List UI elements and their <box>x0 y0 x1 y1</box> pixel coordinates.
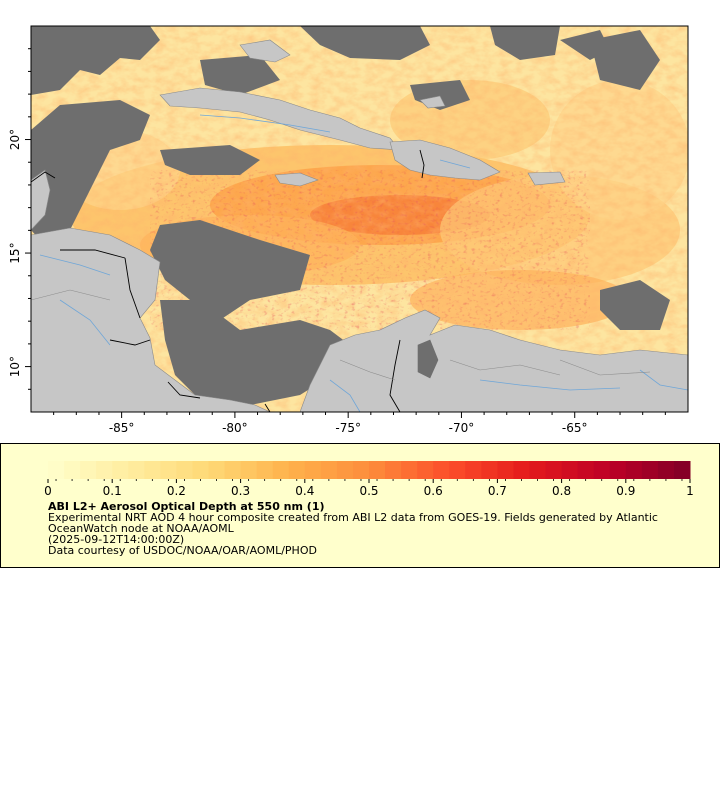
x-tick-label: -85° <box>109 421 135 435</box>
colorbar-cell <box>417 461 434 479</box>
colorbar-cell <box>64 461 81 479</box>
legend-text: ABI L2+ Aerosol Optical Depth at 550 nm … <box>48 501 708 556</box>
colorbar-cell <box>160 461 177 479</box>
colorbar-cell <box>240 461 258 479</box>
colorbar-cell <box>224 461 242 479</box>
x-axis-ticks: -85° -80° -75° -70° -65° <box>53 412 666 435</box>
y-tick-label: 15° <box>8 242 22 263</box>
colorbar: 0 0.1 0.2 0.3 0.4 0.5 0.6 0.7 0.8 0.9 1 <box>44 461 694 498</box>
hispaniola <box>389 139 501 181</box>
colorbar-cell <box>481 461 498 479</box>
colorbar-cell <box>176 461 193 479</box>
admin-boundaries <box>31 289 651 381</box>
colorbar-cell <box>593 461 611 479</box>
colorbar-cell <box>336 461 354 479</box>
legend-timestamp: (2025-09-12T14:00:00Z) <box>48 533 185 546</box>
colorbar-cell <box>673 461 691 479</box>
y-tick-label: 20° <box>8 129 22 150</box>
colorbar-cell <box>144 461 161 479</box>
colorbar-tick-label: 0.1 <box>103 484 122 498</box>
colorbar-tick-label: 0.6 <box>424 484 443 498</box>
central-america <box>31 227 271 412</box>
colorbar-cell <box>80 461 97 479</box>
jamaica <box>274 172 319 187</box>
x-tick-label: -75° <box>335 421 361 435</box>
legend-description: Experimental NRT AOD 4 hour composite cr… <box>48 511 658 535</box>
colorbar-cell <box>48 461 65 479</box>
colorbar-cell <box>625 461 643 479</box>
x-tick-label: -70° <box>449 421 475 435</box>
legend-credit: Data courtesy of USDOC/NOAA/OAR/AOML/PHO… <box>48 544 317 557</box>
colorbar-cell <box>657 461 675 479</box>
colorbar-cell <box>577 461 595 479</box>
colorbar-cell <box>304 461 322 479</box>
rivers <box>39 114 688 412</box>
colorbar-tick-label: 0.5 <box>359 484 378 498</box>
legend-panel: 0 0.1 0.2 0.3 0.4 0.5 0.6 0.7 0.8 0.9 1 ABI L2+ Ae… <box>0 443 720 568</box>
colorbar-cell <box>369 461 386 479</box>
colorbar-tick-label: 0.3 <box>231 484 250 498</box>
colorbar-cell <box>433 461 450 479</box>
colorbar-cell <box>497 461 514 479</box>
colorbar-cell <box>352 461 370 479</box>
country-borders <box>31 149 425 412</box>
land <box>31 39 688 412</box>
colorbar-cell <box>529 461 547 479</box>
colorbar-cell <box>449 461 466 479</box>
colorbar-tick-label: 1 <box>686 484 694 498</box>
x-tick-label: -80° <box>222 421 248 435</box>
colorbar-cell <box>96 461 113 479</box>
colorbar-cell <box>385 461 402 479</box>
colorbar-cell <box>641 461 659 479</box>
legend-title: ABI L2+ Aerosol Optical Depth at 550 nm … <box>48 500 325 513</box>
puerto-rico <box>527 171 566 186</box>
y-axis-ticks: 20° 15° 10° <box>8 48 31 390</box>
y-tick-label: 10° <box>8 356 22 377</box>
colorbar-cell <box>401 461 418 479</box>
colorbar-cell <box>513 461 530 479</box>
colorbar-tick-label: 0.4 <box>295 484 314 498</box>
map-frame <box>30 25 689 413</box>
colorbar-tick-label: 0.7 <box>488 484 507 498</box>
colorbar-cell <box>320 461 338 479</box>
colorbar-cell <box>272 461 290 479</box>
colorbar-cell <box>609 461 627 479</box>
colorbar-tick-label: 0.2 <box>167 484 186 498</box>
colorbar-tick-label: 0.9 <box>616 484 635 498</box>
colorbar-tick-label: 0 <box>44 484 52 498</box>
map: -85° -80° -75° -70° -65° 20° 15° 10° <box>8 25 689 435</box>
colorbar-cell <box>192 461 209 479</box>
colorbar-cell <box>256 461 274 479</box>
colorbar-cell <box>545 461 563 479</box>
colorbar-cell <box>288 461 306 479</box>
colorbar-cell <box>208 461 226 479</box>
colorbar-cell <box>561 461 579 479</box>
colorbar-cell <box>128 461 145 479</box>
colorbar-tick-label: 0.8 <box>552 484 571 498</box>
south-america <box>299 309 688 412</box>
colorbar-cell <box>112 461 129 479</box>
yucatan <box>31 169 51 231</box>
x-tick-label: -65° <box>562 421 588 435</box>
colorbar-cell <box>465 461 482 479</box>
